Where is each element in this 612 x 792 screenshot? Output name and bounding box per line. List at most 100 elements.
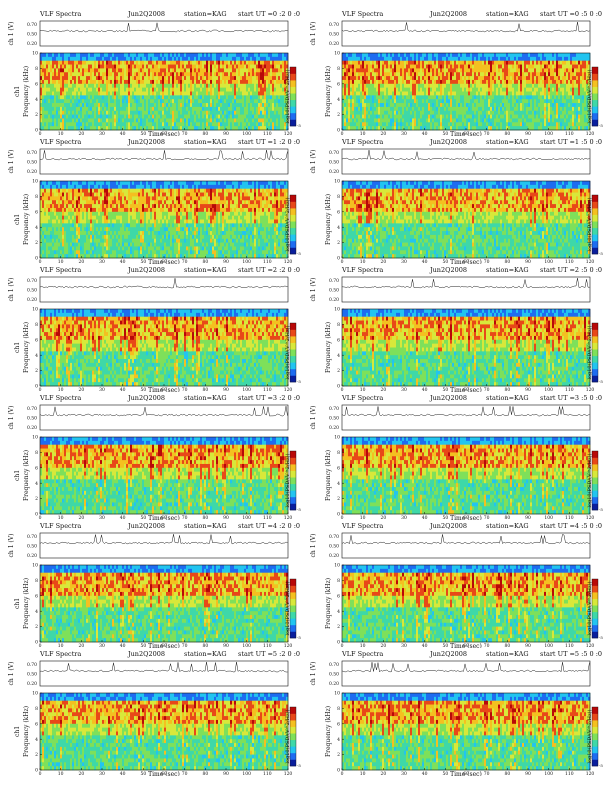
spectrogram-cell (74, 99, 77, 104)
spectrogram-cell (520, 106, 523, 112)
spectrogram-cell (222, 53, 225, 58)
spectrogram-cell (80, 53, 83, 58)
spectrogram-cell (500, 99, 503, 104)
spectrogram-cell (416, 126, 419, 131)
spectrogram-cell (228, 60, 231, 65)
spectrogram-cell (494, 53, 497, 58)
spectrogram-cell (390, 87, 393, 92)
spectrogram-cell (270, 60, 273, 65)
spectrogram-cell (194, 95, 197, 100)
spectrogram-cell (58, 95, 61, 100)
spectrogram-cell (260, 91, 263, 96)
spectrogram-cell (234, 126, 237, 131)
spectrogram-cell (388, 126, 391, 131)
spectrogram-cell (468, 87, 471, 92)
spectrogram-cell (272, 91, 275, 96)
spectrogram-cell (362, 126, 365, 131)
spectrogram-cell (80, 114, 83, 119)
spectrogram-cell (490, 60, 493, 65)
spectrogram-cell (528, 118, 531, 123)
spectrogram-cell (248, 53, 251, 58)
spectrogram-cell (108, 110, 111, 115)
spectrogram-cell (106, 103, 109, 108)
spectrogram-cell (374, 91, 377, 96)
spectrogram-cell (444, 83, 447, 88)
spectrogram-cell (496, 122, 499, 127)
spectrogram-cell (524, 99, 527, 104)
spectrogram-cell (74, 95, 77, 100)
spectrogram-cell (494, 122, 497, 127)
spectrogram-cell (154, 53, 157, 58)
spectrogram-cell (54, 53, 57, 58)
spectrogram-cell (458, 83, 461, 88)
spectrogram-cell (366, 76, 369, 81)
spectrogram-cell (132, 83, 135, 88)
spectrogram-cell (226, 56, 229, 61)
spectrogram-cell (206, 106, 209, 112)
spectrogram-cell (524, 56, 527, 61)
spectrogram-cell (140, 68, 143, 73)
spectrogram-cell (70, 76, 73, 81)
spectrogram-cell (552, 114, 555, 119)
spectrogram-cell (44, 68, 47, 73)
spectrogram-cell (46, 68, 49, 73)
spectrogram-cell (434, 79, 437, 85)
spectrogram-cell (544, 68, 547, 73)
spectrogram-cell (356, 95, 359, 100)
spectrogram-cell (528, 126, 531, 131)
spectrogram-cell (136, 122, 139, 127)
time-tick-label: 120 (284, 131, 293, 136)
spectrogram-cell (474, 118, 477, 123)
spectrogram-cell (136, 114, 139, 119)
spectrogram-cell (540, 68, 543, 73)
spectrogram-cell (90, 103, 93, 108)
spectrogram-cell (182, 83, 185, 88)
spectrogram-cell (462, 60, 465, 65)
spectrogram-cell (62, 91, 65, 96)
spectrogram-cell (522, 68, 525, 73)
spectrogram-cell (280, 79, 283, 85)
spectrogram-cell (474, 68, 477, 73)
spectrogram-cell (98, 99, 101, 104)
panel-start-time: start UT =0 :5 0 :0 (540, 10, 602, 18)
spectrogram-cell (150, 68, 153, 73)
spectrogram-cell (188, 126, 191, 131)
spectrogram-cell (380, 106, 383, 112)
spectrogram-cell (406, 91, 409, 96)
spectrogram-cell (176, 126, 179, 131)
spectrogram-cell (556, 118, 559, 123)
spectrogram-cell (366, 114, 369, 119)
spectrogram-cell (84, 118, 87, 123)
spectrogram-cell (438, 91, 441, 96)
spectrogram-cell (280, 64, 283, 69)
spectrogram-cell (392, 114, 395, 119)
spectrogram-cell (54, 118, 57, 123)
spectrogram-cell (472, 72, 475, 77)
spectrogram-cell (360, 79, 363, 85)
spectrogram-cell (348, 79, 351, 85)
spectrogram-cell (384, 53, 387, 58)
spectrogram-cell (492, 56, 495, 61)
spectrogram-cell (240, 118, 243, 123)
spectrogram-cell (410, 72, 413, 77)
spectrogram-cell (400, 114, 403, 119)
spectrogram-cell (514, 126, 517, 131)
spectrogram-cell (228, 79, 231, 85)
spectrogram-cell (504, 110, 507, 115)
spectrogram-cell (424, 60, 427, 65)
spectrogram-cell (200, 126, 203, 131)
spectrogram-cell (570, 87, 573, 92)
spectrogram-cell (262, 91, 265, 96)
spectrogram-cell (422, 87, 425, 92)
spectrogram-cell (156, 95, 159, 100)
spectrogram-cell (408, 103, 411, 108)
freq-tick-label: 4 (35, 97, 38, 103)
spectrogram-cell (426, 95, 429, 100)
spectrogram-cell (448, 53, 451, 58)
spectrogram-cell (94, 56, 97, 61)
spectrogram-cell (124, 68, 127, 73)
spectrogram-cell (396, 114, 399, 119)
spectrogram-cell (344, 103, 347, 108)
spectrogram-cell (352, 95, 355, 100)
spectrogram-cell (494, 76, 497, 81)
